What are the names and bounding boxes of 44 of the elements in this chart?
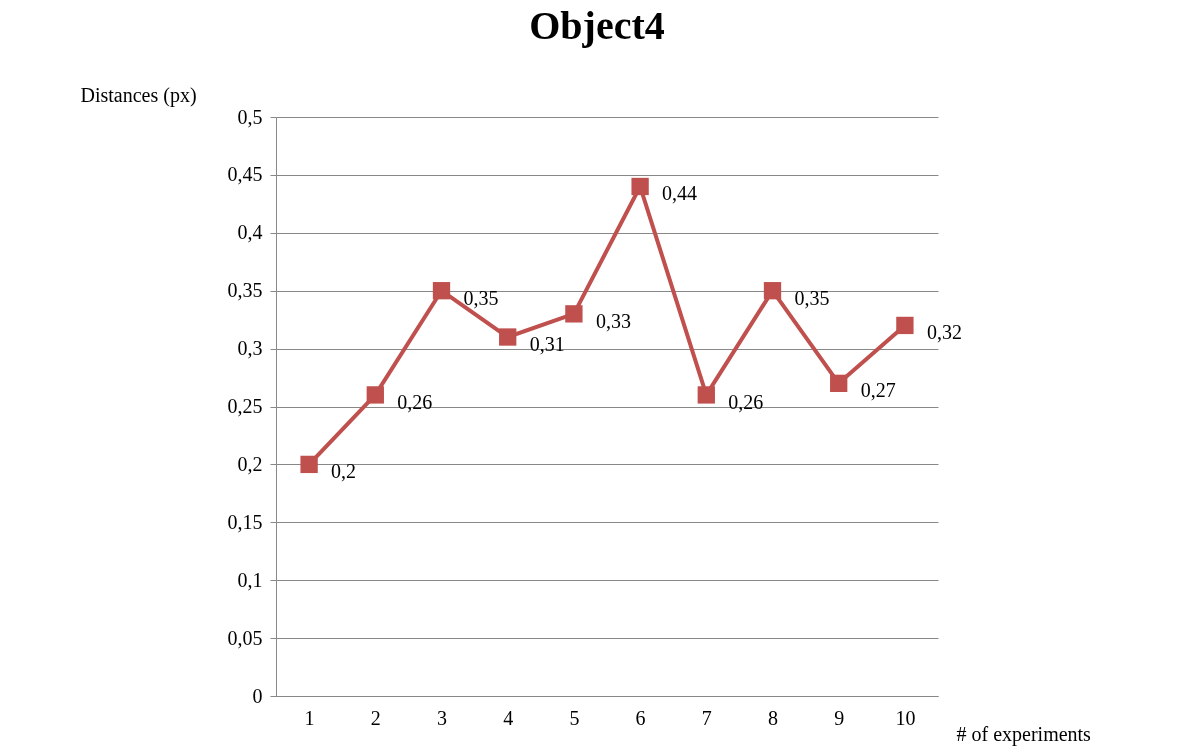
point <box>697 386 715 404</box>
y-tick-label: 0,4 <box>237 221 263 244</box>
x-tick-label: 5 <box>569 706 580 729</box>
data-label: 0,35 <box>794 286 830 309</box>
data-label: 0,31 <box>529 333 565 356</box>
point <box>896 316 914 335</box>
point <box>631 177 649 196</box>
chart-title: Object4 <box>529 3 665 48</box>
data-label: 0,33 <box>595 309 631 332</box>
data-label: 0,26 <box>728 390 764 413</box>
y-axis-title: Distances (px) <box>80 83 197 107</box>
y-tick-label: 0,3 <box>237 337 263 360</box>
y-tick-label: 0,45 <box>227 163 263 186</box>
y-tick-label: 0,25 <box>227 395 263 417</box>
point <box>763 282 782 300</box>
point <box>366 386 384 404</box>
point <box>830 374 848 392</box>
y-tick-label: 0,5 <box>237 105 263 128</box>
x-tick-label: 4 <box>503 706 514 729</box>
y-tick-label: 0,15 <box>227 510 263 533</box>
data-label: 0,44 <box>662 182 698 205</box>
x-axis-title: # of experiments <box>956 722 1092 746</box>
x-tick-label: 7 <box>701 706 712 729</box>
point <box>432 282 451 300</box>
x-tick-label: 9 <box>834 706 845 729</box>
data-label: 0,32 <box>926 321 962 344</box>
x-tick-label: 8 <box>768 706 778 729</box>
data-label: 0,2 <box>331 460 357 483</box>
x-tick-label: 6 <box>635 706 646 729</box>
x-tick-label: 1 <box>304 706 315 729</box>
y-tick-label: 0,1 <box>237 568 263 591</box>
x-tick-label: 2 <box>370 706 381 729</box>
point <box>499 328 517 346</box>
y-tick-label: 0,2 <box>237 452 263 475</box>
point <box>565 305 583 323</box>
x-tick-label: 10 <box>895 706 916 729</box>
x-tick-label: 3 <box>437 706 447 729</box>
point <box>300 455 318 474</box>
y-tick-label: 0,35 <box>227 279 263 302</box>
y-tick-label: 0 <box>252 684 263 707</box>
data-label: 0,35 <box>463 286 499 309</box>
y-tick-label: 0,05 <box>227 626 263 649</box>
data-label: 0,27 <box>860 379 896 402</box>
data-label: 0,26 <box>397 390 433 413</box>
